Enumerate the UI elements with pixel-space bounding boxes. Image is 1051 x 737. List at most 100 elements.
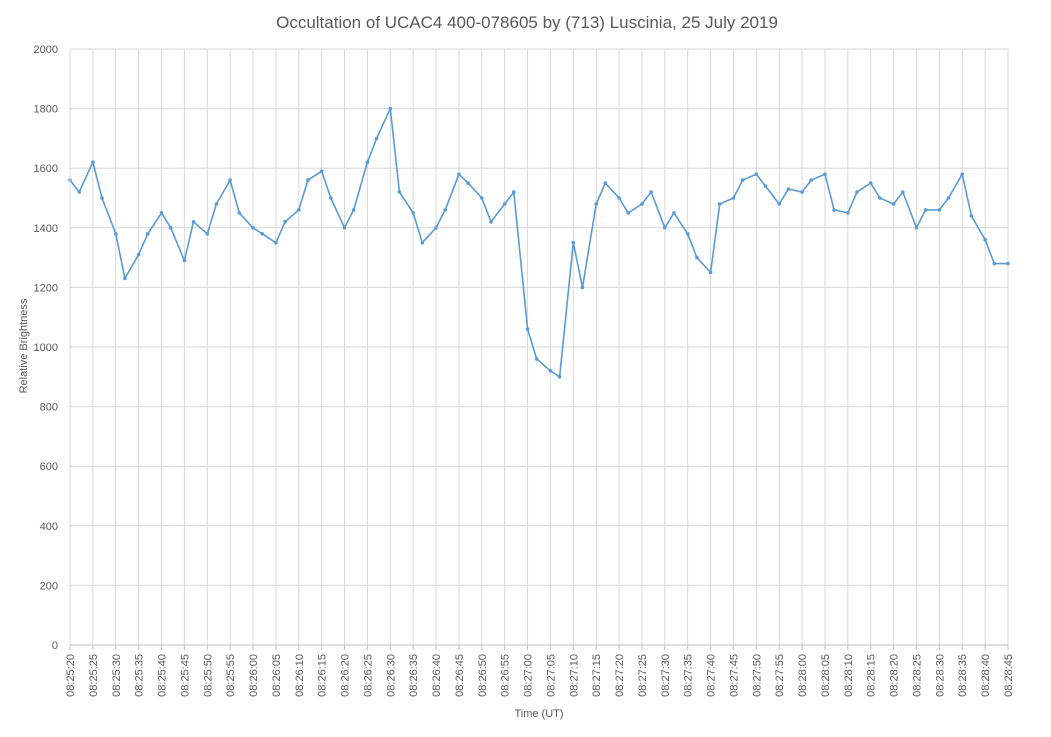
x-tick-label: 08:27:25 [637,654,649,697]
x-tick-label: 08:27:00 [523,654,535,697]
data-point [695,255,699,260]
data-point [731,196,736,200]
data-point [351,208,356,212]
x-tick-label: 08:27:10 [568,654,580,697]
y-tick-label: 1600 [34,163,58,175]
data-point [191,220,196,224]
data-point [832,208,836,212]
data-point [365,160,370,164]
data-point [960,172,964,176]
data-point [525,327,530,331]
x-tick-label: 08:26:35 [408,654,420,697]
data-point [146,232,150,236]
x-tick-label: 08:26:00 [248,654,260,697]
data-point [466,181,470,185]
data-point [319,169,324,173]
data-point [580,285,585,290]
x-tick-label: 08:25:40 [157,654,169,697]
x-tick-label: 08:27:05 [545,654,557,697]
data-point [740,178,745,182]
x-tick-label: 08:26:20 [340,654,352,697]
data-point [457,172,461,176]
data-point [878,196,882,200]
data-point [502,202,507,206]
x-tick-label: 08:25:45 [179,654,191,697]
x-tick-label: 08:26:30 [385,654,397,697]
data-point [411,211,416,215]
y-axis-title: Relative Brightness [18,298,30,393]
data-point [512,190,516,194]
x-tick-label: 08:27:45 [728,654,740,697]
y-tick-label: 600 [40,461,58,473]
x-tick-label: 08:28:15 [866,654,878,697]
x-tick-label: 08:28:20 [889,654,901,697]
data-point [717,202,722,206]
y-tick-label: 1000 [34,342,58,354]
data-point [891,202,896,206]
data-point [786,187,791,191]
data-point [168,226,173,230]
y-tick-label: 2000 [34,44,58,56]
data-point [329,196,333,200]
data-point [100,196,104,200]
data-point [983,237,987,242]
data-point [914,226,919,230]
data-point [77,190,81,194]
data-point [91,160,95,164]
x-tick-label: 08:28:45 [1003,654,1015,697]
x-tick-label: 08:26:05 [271,654,283,697]
data-point [205,232,210,236]
data-point [594,202,598,206]
data-point [114,232,118,236]
data-point [901,190,905,194]
data-point [809,178,813,182]
data-point [571,240,576,245]
data-point [297,208,301,212]
x-tick-label: 08:25:50 [202,654,214,697]
y-tick-label: 1400 [34,223,58,235]
chart-title: Occultation of UCAC4 400-078605 by (713)… [276,13,778,32]
y-tick-label: 800 [40,402,58,414]
x-tick-label: 08:28:30 [934,654,946,697]
data-point [557,375,562,379]
data-point [548,369,553,373]
x-axis-title: Time (UT) [514,708,563,720]
data-point [214,202,219,206]
x-tick-label: 08:27:40 [706,654,718,697]
x-tick-label: 08:25:30 [111,654,123,697]
data-point [374,136,379,141]
data-point [626,211,630,215]
data-point [443,208,448,212]
y-tick-label: 0 [52,640,58,652]
data-point [260,232,265,236]
x-tick-label: 08:28:40 [980,654,992,697]
x-tick-label: 08:27:35 [683,654,695,697]
data-point [489,220,493,224]
data-point [136,252,141,257]
x-tick-label: 08:27:55 [774,654,786,697]
data-point [640,202,644,206]
data-point [480,196,484,200]
data-point [388,106,393,111]
data-point [868,181,873,185]
x-tick-label: 08:25:20 [65,654,77,697]
data-point [708,270,713,275]
y-tick-label: 200 [40,580,58,592]
data-point [306,178,310,182]
x-tick-label: 08:28:05 [820,654,832,697]
data-point [228,178,232,182]
data-point [672,211,676,215]
x-tick-label: 08:25:35 [134,654,146,697]
x-tick-label: 08:26:25 [362,654,374,697]
x-tick-label: 08:27:15 [591,654,603,697]
data-point [534,357,539,361]
data-point [846,211,850,215]
data-point [123,276,127,281]
x-tick-label: 08:25:55 [225,654,237,697]
x-tick-label: 08:28:25 [911,654,923,697]
y-tick-label: 1800 [34,104,58,116]
data-point [763,184,768,188]
x-tick-label: 08:26:55 [500,654,512,697]
x-tick-label: 08:27:50 [751,654,763,697]
x-tick-label: 08:28:00 [797,654,809,697]
